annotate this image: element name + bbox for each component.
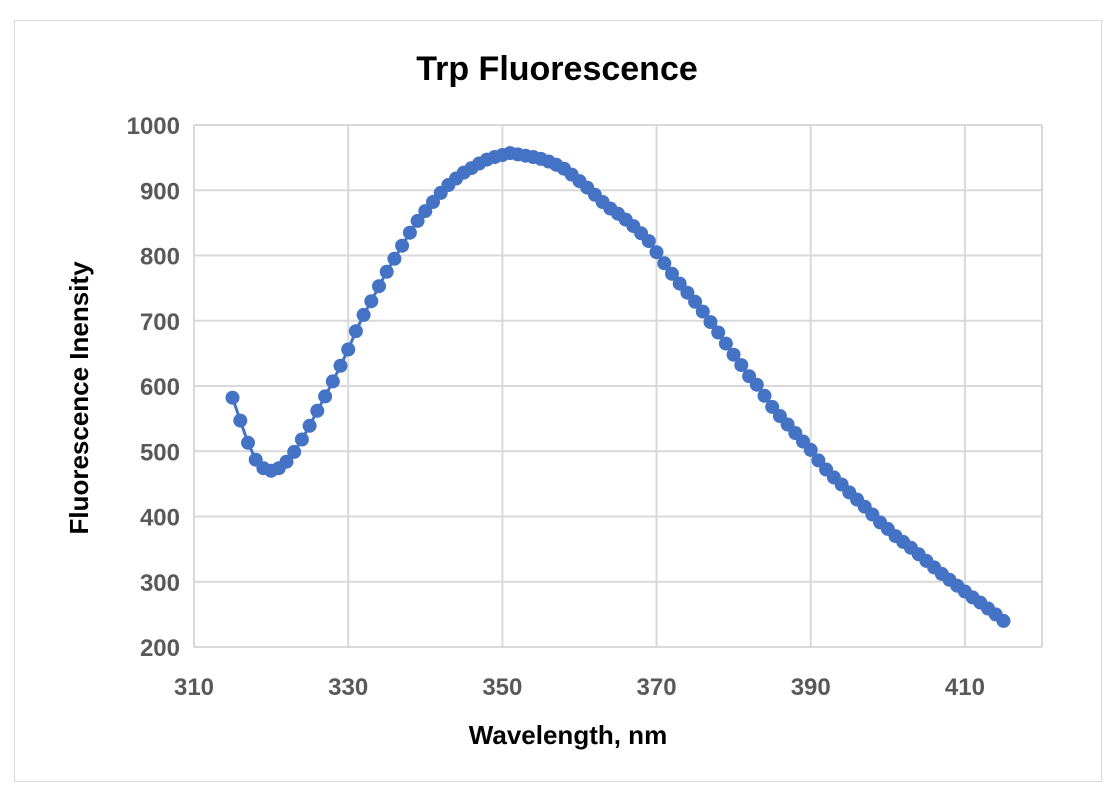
data-point bbox=[325, 374, 340, 389]
x-tick-label: 370 bbox=[637, 674, 677, 701]
data-point bbox=[765, 399, 780, 414]
x-tick-label: 390 bbox=[791, 674, 831, 701]
tick-labels: 200 300 400 500 600 700 800 900 1000 310 330 350 370… bbox=[127, 113, 985, 701]
data-point bbox=[703, 315, 718, 330]
data-point bbox=[410, 213, 425, 228]
data-point bbox=[379, 264, 394, 279]
data-point bbox=[641, 234, 656, 249]
y-tick-label: 400 bbox=[140, 505, 180, 532]
data-point bbox=[734, 358, 749, 373]
data-point bbox=[333, 358, 348, 373]
y-axis-title: Fluorescence Inensity bbox=[64, 261, 94, 535]
data-point bbox=[649, 245, 664, 260]
data-point bbox=[657, 256, 672, 271]
data-point bbox=[310, 403, 325, 418]
data-point bbox=[402, 225, 417, 240]
data-point bbox=[711, 325, 726, 340]
data-point bbox=[387, 251, 402, 266]
data-point bbox=[233, 413, 248, 428]
y-tick-label: 700 bbox=[140, 309, 180, 336]
series-markers bbox=[225, 146, 1011, 628]
y-tick-label: 900 bbox=[140, 178, 180, 205]
data-point bbox=[372, 279, 386, 294]
data-point bbox=[279, 454, 294, 469]
x-tick-label: 330 bbox=[328, 674, 368, 701]
data-point bbox=[749, 377, 764, 392]
data-point bbox=[803, 442, 818, 457]
x-tick-label: 310 bbox=[174, 674, 214, 701]
data-point bbox=[225, 390, 240, 405]
chart-title: Trp Fluorescence bbox=[416, 50, 698, 88]
y-tick-label: 200 bbox=[140, 635, 180, 662]
data-point bbox=[426, 195, 440, 209]
data-point bbox=[294, 432, 309, 447]
data-point bbox=[302, 418, 317, 433]
data-point bbox=[695, 304, 710, 319]
data-point bbox=[688, 294, 703, 309]
x-axis-title: Wavelength, nm bbox=[469, 720, 667, 750]
data-point bbox=[757, 388, 772, 403]
data-point bbox=[418, 204, 433, 219]
data-point bbox=[718, 336, 733, 351]
data-point bbox=[287, 444, 302, 459]
y-tick-label: 600 bbox=[140, 374, 180, 401]
data-point bbox=[356, 307, 371, 322]
data-point bbox=[996, 613, 1011, 628]
data-point bbox=[318, 389, 333, 404]
data-point bbox=[341, 342, 356, 357]
data-point bbox=[348, 324, 363, 339]
x-tick-label: 410 bbox=[945, 674, 985, 701]
y-tick-label: 1000 bbox=[127, 113, 180, 140]
data-point bbox=[726, 347, 741, 362]
gridlines bbox=[193, 124, 1043, 648]
data-point bbox=[241, 435, 255, 450]
data-point bbox=[672, 276, 687, 291]
x-tick-label: 350 bbox=[482, 674, 522, 701]
data-point bbox=[665, 266, 679, 281]
y-tick-label: 300 bbox=[140, 570, 180, 597]
data-point bbox=[364, 294, 379, 309]
series bbox=[225, 146, 1011, 628]
data-point bbox=[395, 238, 410, 253]
y-tick-label: 500 bbox=[140, 439, 180, 466]
y-tick-label: 800 bbox=[140, 244, 180, 271]
chart-area bbox=[14, 20, 1102, 782]
